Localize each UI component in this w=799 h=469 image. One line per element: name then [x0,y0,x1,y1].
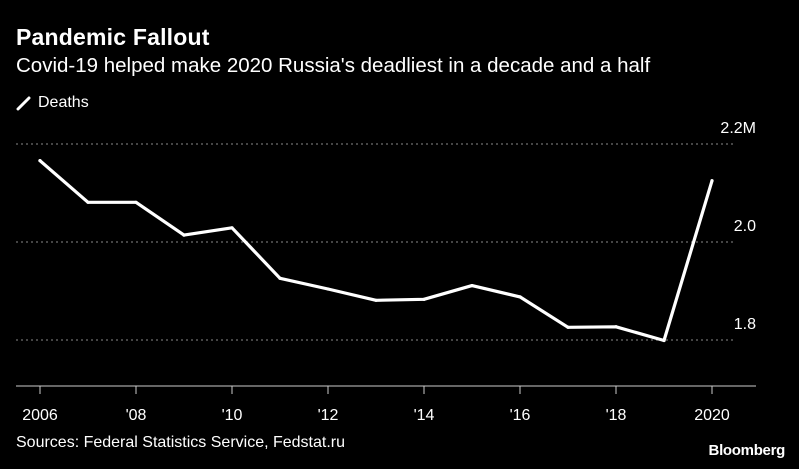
data-point-2006 [38,159,42,163]
chart-title: Pandemic Fallout [16,24,210,50]
data-point-2017 [566,325,570,329]
source-note: Sources: Federal Statistics Service, Fed… [16,434,346,451]
x-tick-label-2: '10 [222,407,243,424]
x-tick-label-1: '08 [126,407,147,424]
data-point-2008 [134,200,138,204]
x-tick-label-6: '18 [606,407,627,424]
x-tick-label-4: '14 [414,407,435,424]
data-point-2009 [182,233,186,237]
data-point-2015 [470,284,474,288]
x-tick-label-0: 2006 [22,407,58,424]
data-point-2010 [230,226,234,230]
data-point-2007 [86,200,90,204]
bloomberg-logo: Bloomberg [708,442,786,459]
legend-label-deaths: Deaths [38,94,89,111]
data-point-2016 [518,295,522,299]
series-line-deaths [38,159,714,343]
x-tick-label-5: '16 [510,407,531,424]
x-tick-label-3: '12 [318,407,339,424]
data-point-2011 [278,276,282,280]
chart-subtitle: Covid-19 helped make 2020 Russia's deadl… [16,54,651,77]
legend-line-icon [16,96,31,111]
legend: Deaths [16,93,89,113]
y-tick-label-0: 1.8 [734,316,756,333]
data-point-2014 [422,297,426,301]
data-point-2012 [326,287,330,291]
data-point-2013 [374,298,378,302]
y-tick-label-2: 2.2M [720,120,756,137]
x-tick-label-7: 2020 [694,407,730,424]
data-point-2019 [662,338,666,343]
y-tick-label-1: 2.0 [734,218,756,235]
data-point-2020 [710,179,714,183]
data-point-2018 [614,325,618,329]
